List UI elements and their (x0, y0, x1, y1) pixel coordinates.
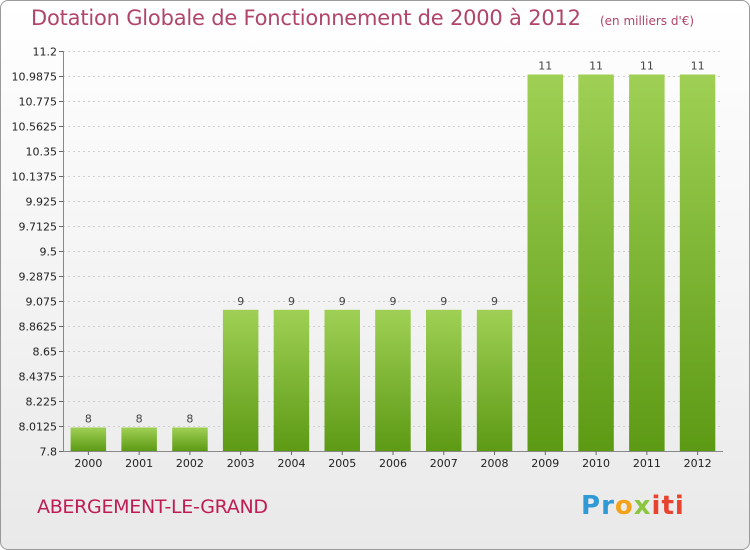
title-row: Dotation Globale de Fonctionnement de 20… (31, 6, 694, 30)
axis-layer: 7.8 8.0125 8.225 8.4375 8.65 8.8625 9.075 9.287… (12, 46, 723, 470)
value-label-2001: 8 (136, 413, 143, 426)
value-label-2005: 9 (339, 295, 346, 308)
x-tick-label-2006: 2006 (379, 457, 407, 470)
x-tick-label-2004: 2004 (277, 457, 305, 470)
brand-letter: o (614, 491, 634, 521)
x-tick-label-2008: 2008 (481, 457, 509, 470)
x-tick-label-2011: 2011 (633, 457, 661, 470)
proxiti-logo[interactable]: Proxiti (581, 491, 685, 521)
value-label-2002: 8 (186, 413, 193, 426)
y-tick-label: 10.1375 (12, 171, 58, 184)
y-tick-label: 9.925 (26, 196, 58, 209)
bar-2007 (426, 309, 462, 451)
x-tick-label-2002: 2002 (176, 457, 204, 470)
x-tick-label-2012: 2012 (684, 457, 712, 470)
bar-layer (70, 74, 716, 451)
y-tick-label: 10.9875 (12, 71, 58, 84)
x-tick-label-2003: 2003 (227, 457, 255, 470)
value-label-2000: 8 (85, 413, 92, 426)
value-label-2004: 9 (288, 295, 295, 308)
y-tick-label: 9.7125 (19, 221, 58, 234)
y-tick-label: 9.075 (26, 296, 58, 309)
bar-2004 (273, 309, 310, 451)
bar-2008 (476, 309, 513, 451)
value-label-2008: 9 (491, 295, 498, 308)
bar-2006 (375, 309, 411, 451)
bar-2003 (222, 309, 259, 451)
brand-letter: i (674, 491, 685, 521)
value-label-2012: 11 (691, 60, 705, 73)
y-tick-label: 8.225 (26, 396, 58, 409)
y-tick-label: 10.775 (19, 96, 58, 109)
value-label-2003: 9 (237, 295, 244, 308)
bar-2000 (70, 427, 107, 451)
chart-unit: (en milliers d'€) (599, 14, 695, 28)
y-tick-label: 8.65 (33, 346, 58, 359)
x-tick-label-2009: 2009 (531, 457, 559, 470)
bar-2011 (629, 74, 665, 451)
y-tick-label: 8.8625 (19, 321, 58, 334)
brand-letter: x (633, 491, 652, 521)
x-tick-label-2001: 2001 (125, 457, 153, 470)
chart-title: Dotation Globale de Fonctionnement de 20… (31, 6, 581, 30)
x-tick-label-2005: 2005 (328, 457, 356, 470)
y-tick-label: 8.0125 (19, 421, 58, 434)
x-tick-label-2000: 2000 (74, 457, 102, 470)
value-label-2009: 11 (538, 60, 552, 73)
y-tick-label: 10.5625 (12, 121, 58, 134)
y-tick-label: 9.5 (40, 246, 58, 259)
bar-2002 (172, 427, 208, 451)
value-label-2011: 11 (640, 60, 654, 73)
value-label-2010: 11 (589, 60, 603, 73)
bar-2005 (324, 309, 360, 451)
bar-2001 (121, 427, 157, 451)
y-tick-label: 10.35 (26, 146, 58, 159)
brand-letter: P (581, 491, 602, 521)
brand-letter: r (601, 491, 615, 521)
y-tick-label: 7.8 (40, 446, 58, 459)
bar-2010 (578, 74, 614, 451)
value-label-2007: 9 (440, 295, 447, 308)
y-tick-label: 8.4375 (19, 371, 58, 384)
x-tick-label-2010: 2010 (582, 457, 610, 470)
y-tick-label: 9.2875 (19, 271, 58, 284)
y-tick-label: 11.2 (33, 46, 58, 59)
bar-2009 (527, 74, 563, 451)
label-layer: 8 8 8 9 9 9 9 9 9 11 11 11 11 (85, 60, 705, 426)
commune-name: ABERGEMENT-LE-GRAND (37, 496, 268, 518)
value-label-2006: 9 (390, 295, 397, 308)
brand-letter: i (651, 491, 662, 521)
x-tick-label-2007: 2007 (430, 457, 458, 470)
bar-2012 (679, 74, 716, 451)
brand-letter: t (661, 491, 675, 521)
